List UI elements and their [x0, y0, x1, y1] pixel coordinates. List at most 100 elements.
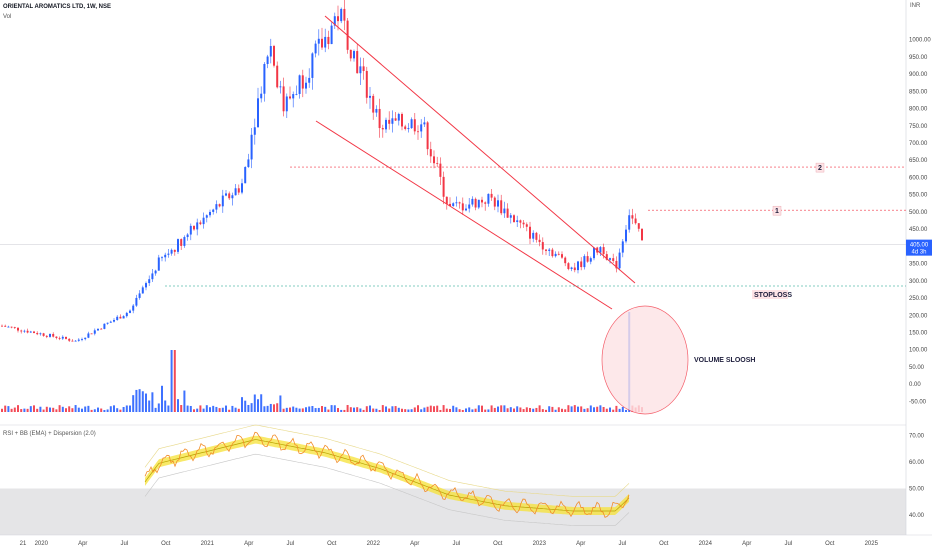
candle-body: [301, 75, 304, 89]
candle-body: [109, 321, 112, 323]
candle-body: [106, 322, 109, 324]
candle-body: [42, 333, 45, 336]
candle-body: [218, 204, 221, 207]
candle-body: [84, 337, 87, 340]
candle-body: [609, 258, 611, 260]
price-tick-label: 50.00: [909, 365, 925, 371]
volume-bar: [561, 408, 563, 412]
volume-bar: [468, 407, 471, 412]
candle-body: [151, 273, 154, 280]
candle-body: [497, 200, 499, 207]
candle-body: [154, 270, 157, 274]
volume-bar: [519, 407, 522, 412]
candle-body: [417, 131, 419, 133]
candle-body: [119, 316, 122, 319]
volume-bar: [353, 407, 355, 412]
volume-bar: [407, 409, 410, 412]
candle-body: [612, 258, 615, 261]
candle-body: [314, 43, 317, 54]
candle-body: [477, 199, 480, 208]
candle-body: [186, 234, 189, 238]
volume-bar: [330, 405, 333, 412]
volume-bar: [148, 400, 151, 412]
candle-body: [141, 287, 144, 294]
volume-bar: [58, 405, 61, 412]
candle-body: [199, 222, 202, 225]
volume-bar: [189, 405, 192, 412]
volume-bar: [183, 390, 186, 412]
candle-body: [525, 224, 528, 227]
candle-body: [554, 253, 557, 257]
volume-bar: [260, 394, 263, 412]
time-tick-label: Oct: [659, 541, 669, 547]
candle-body: [375, 108, 378, 113]
volume-bar: [138, 389, 141, 412]
candle-body: [461, 203, 464, 211]
target-2-label: 2: [818, 165, 822, 172]
volume-bar: [77, 407, 80, 412]
candle-body: [164, 254, 167, 258]
candle-body: [209, 211, 211, 216]
volume-bar: [145, 393, 147, 412]
volume-bar: [532, 408, 535, 412]
candle-body: [423, 122, 426, 125]
candle-body: [586, 256, 589, 262]
candle-body: [628, 215, 631, 230]
volume-bar: [596, 406, 599, 412]
price-tick-label: 700.00: [909, 141, 928, 147]
candle-body: [599, 247, 602, 253]
candle-body: [573, 267, 576, 271]
candle-body: [292, 94, 295, 99]
candle-body: [509, 215, 512, 218]
last-price-value: 405.00: [910, 243, 929, 249]
candle-body: [404, 126, 407, 130]
volume-bar: [452, 405, 455, 412]
candle-body: [327, 36, 330, 45]
volume-bar: [84, 406, 87, 412]
candle-body: [266, 56, 269, 65]
candle-body: [7, 326, 10, 328]
volume-bar: [209, 407, 211, 412]
candle-body: [487, 193, 490, 204]
candle-body: [225, 193, 227, 196]
volume-bar: [577, 406, 579, 412]
candle-body: [285, 96, 288, 112]
rsi-indicator-label: RSI + BB (EMA) + Dispersion (2.0): [3, 431, 96, 437]
candle-body: [247, 159, 250, 168]
volume-bar: [426, 406, 429, 412]
volume-bar: [132, 395, 135, 412]
volume-bar: [4, 405, 7, 412]
candle-body: [538, 239, 541, 243]
candle-body: [20, 330, 23, 332]
candle-body: [532, 232, 535, 239]
price-tick-label: 0.00: [909, 382, 921, 388]
candle-body: [503, 208, 506, 214]
candle-body: [317, 38, 320, 44]
volume-bar: [369, 405, 371, 412]
candle-body: [129, 310, 131, 313]
volume-bar: [535, 407, 538, 412]
candle-body: [33, 331, 35, 334]
candle-body: [23, 330, 26, 332]
candle-body: [359, 66, 362, 74]
candle-body: [429, 149, 432, 157]
candle-body: [436, 163, 439, 165]
volume-bar: [36, 408, 39, 412]
volume-bar: [116, 408, 119, 412]
candle-body: [455, 202, 458, 204]
volume-bar: [68, 406, 71, 412]
volume-bar: [458, 409, 461, 412]
candle-body: [452, 203, 455, 206]
price-tick-label: 300.00: [909, 279, 928, 285]
candle-body: [333, 16, 336, 26]
volume-bar: [506, 408, 509, 412]
volume-bar: [474, 408, 477, 412]
volume-bar: [308, 406, 311, 412]
candle-body: [577, 261, 579, 271]
volume-bar: [33, 405, 35, 412]
volume-bar: [442, 405, 445, 412]
candle-body: [545, 249, 547, 251]
volume-bar: [487, 409, 490, 412]
currency-label: INR: [910, 3, 921, 9]
